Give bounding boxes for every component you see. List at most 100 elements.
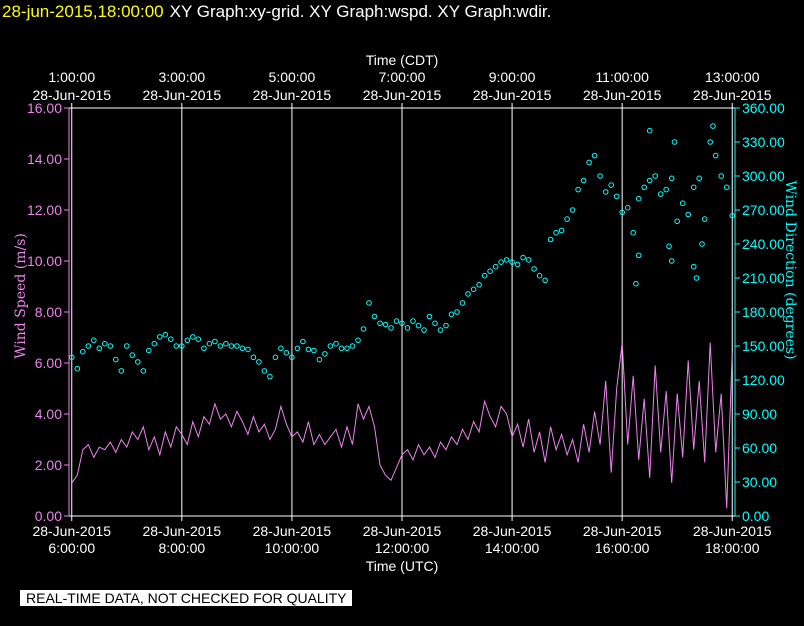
wind-direction-point xyxy=(322,351,328,357)
top-tick-date: 28-Jun-2015 xyxy=(253,87,332,103)
wind-direction-point xyxy=(256,359,262,365)
wind-direction-point xyxy=(591,152,598,159)
wind-direction-point xyxy=(234,343,240,349)
wind-direction-point xyxy=(657,191,664,197)
top-tick-date: 28-Jun-2015 xyxy=(363,87,442,103)
y-right-tick-label: 60.00 xyxy=(742,440,777,456)
wind-direction-point xyxy=(201,345,207,352)
wind-direction-point xyxy=(107,343,114,349)
wind-direction-point xyxy=(498,259,504,265)
wind-direction-point xyxy=(146,347,152,354)
vertical-grid xyxy=(71,108,733,516)
wind-direction-point xyxy=(300,338,306,345)
wind-direction-point xyxy=(707,139,714,145)
wind-direction-point xyxy=(668,175,675,182)
y-right-tick-label: 150.00 xyxy=(742,338,785,354)
wind-direction-point xyxy=(129,352,136,358)
wind-direction-point xyxy=(426,313,433,320)
y-right-axis-title: Wind Direction (degrees) xyxy=(782,180,798,359)
wind-direction-point xyxy=(712,152,719,159)
wind-direction-point xyxy=(388,325,394,331)
wind-direction-point xyxy=(630,229,637,236)
wind-direction-point xyxy=(646,177,653,184)
wind-direction-point xyxy=(525,257,532,263)
wind-direction-point xyxy=(723,184,730,191)
wind-direction-point xyxy=(305,346,312,353)
y-left-tick-label: 2.00 xyxy=(35,457,62,473)
quality-notice: REAL-TIME DATA, NOT CHECKED FOR QUALITY xyxy=(20,590,353,606)
wind-direction-point xyxy=(699,241,705,247)
y-left-tick-label: 12.00 xyxy=(27,202,62,218)
wind-direction-point xyxy=(685,211,692,218)
axes xyxy=(64,103,740,521)
wind-direction-point xyxy=(564,216,570,222)
wind-direction-point xyxy=(393,318,400,324)
wind-direction-point xyxy=(80,348,86,355)
top-tick-time: 13:00:00 xyxy=(705,69,760,85)
wind-direction-point xyxy=(509,259,515,265)
wind-direction-point xyxy=(641,184,648,191)
y-right-tick-label: 90.00 xyxy=(742,406,777,422)
wind-direction-point xyxy=(459,300,466,306)
top-tick-time: 5:00:00 xyxy=(269,69,316,85)
y-right-tick-label: 210.00 xyxy=(742,270,785,286)
wind-direction-point xyxy=(217,343,224,349)
y-right-tick-label: 180.00 xyxy=(742,304,785,320)
wind-direction-point xyxy=(602,189,609,195)
wind-direction-point xyxy=(173,343,180,349)
wind-direction-point xyxy=(267,373,273,380)
top-tick-date: 28-Jun-2015 xyxy=(473,87,552,103)
x-tick-date: 28-Jun-2015 xyxy=(143,523,222,539)
x-tick-time: 18:00:00 xyxy=(705,540,760,556)
wind-direction-point xyxy=(536,272,543,279)
wind-direction-point xyxy=(212,338,218,345)
wind-direction-point xyxy=(608,182,615,188)
wind-direction-point xyxy=(671,139,678,145)
top-tick-time: 1:00:00 xyxy=(48,69,95,85)
wind-direction-point xyxy=(85,343,92,349)
wind-direction-point xyxy=(558,227,565,234)
top-tick-time: 3:00:00 xyxy=(158,69,205,85)
wind-direction-point xyxy=(206,340,213,347)
title-bar: 28-jun-2015,18:00:00 XY Graph:xy-grid. XY… xyxy=(0,0,551,24)
top-tick-time: 7:00:00 xyxy=(379,69,426,85)
wind-direction-point xyxy=(135,359,141,365)
wind-direction-point xyxy=(294,345,301,352)
y-right-tick-label: 360.00 xyxy=(742,100,785,116)
wind-direction-point xyxy=(421,327,427,333)
wind-direction-point xyxy=(74,365,81,372)
top-tick-date: 28-Jun-2015 xyxy=(32,87,111,103)
top-tick-date: 28-Jun-2015 xyxy=(693,87,772,103)
wind-direction-point xyxy=(514,261,521,268)
wind-direction-point xyxy=(487,268,493,275)
wind-direction-point xyxy=(278,345,284,352)
wind-direction-point xyxy=(289,354,295,361)
wind-direction-point xyxy=(668,258,675,264)
wind-direction-point xyxy=(311,347,317,354)
y-right-tick-label: 30.00 xyxy=(742,474,777,490)
wind-direction-point xyxy=(432,320,438,327)
wind-direction-point xyxy=(575,186,581,193)
wind-direction-point xyxy=(184,337,191,344)
wind-direction-point xyxy=(371,313,378,320)
y-left-tick-label: 14.00 xyxy=(27,151,62,167)
y-right-tick-label: 0.00 xyxy=(742,508,769,524)
wind-direction-point xyxy=(674,218,681,225)
wind-direction-point xyxy=(635,195,642,202)
wind-direction-point xyxy=(190,334,196,340)
wind-direction-point xyxy=(492,263,499,270)
y-right-tick-label: 120.00 xyxy=(742,372,785,388)
x-tick-date: 28-Jun-2015 xyxy=(363,523,442,539)
wind-direction-point xyxy=(399,320,405,327)
wind-direction-point xyxy=(437,327,444,333)
wind-direction-point xyxy=(316,356,323,363)
wind-direction-point xyxy=(503,257,510,263)
wind-direction-point xyxy=(476,282,482,288)
x-tick-time: 6:00:00 xyxy=(48,540,95,556)
wind-direction-point xyxy=(531,266,537,272)
wind-direction-point xyxy=(465,291,471,297)
wind-direction-series xyxy=(69,123,736,380)
y-left-tick-label: 4.00 xyxy=(35,406,62,422)
wind-direction-point xyxy=(710,123,716,129)
